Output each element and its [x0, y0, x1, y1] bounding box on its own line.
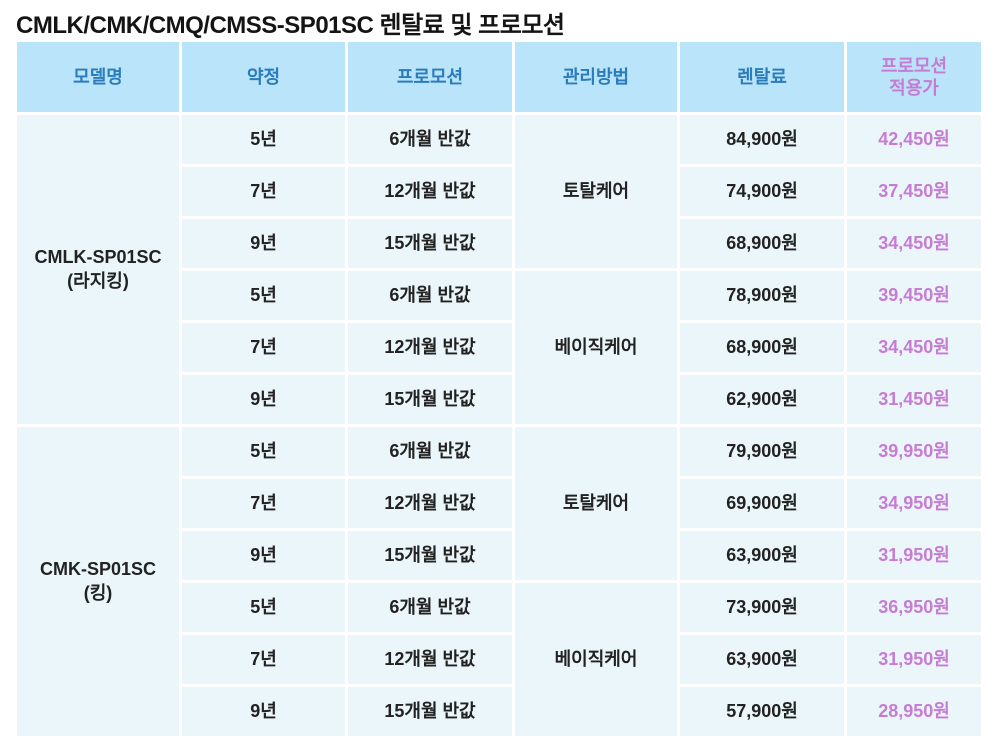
promo-price-cell: 34,950원: [847, 479, 981, 528]
promotion-cell: 12개월 반값: [348, 323, 512, 372]
promo-price-cell: 31,950원: [847, 531, 981, 580]
promo-price-cell: 42,450원: [847, 115, 981, 164]
table-row: 7년 12개월 반값 69,900원 34,950원: [17, 479, 981, 528]
term-cell: 5년: [182, 583, 345, 632]
header-care-method: 관리방법: [515, 42, 677, 112]
pricing-table: 모델명 약정 프로모션 관리방법 렌탈료 프로모션 적용가 CMLK-SP01S…: [14, 39, 984, 739]
term-cell: 7년: [182, 167, 345, 216]
header-rental-fee: 렌탈료: [680, 42, 844, 112]
promo-price-cell: 31,950원: [847, 635, 981, 684]
promo-price-cell: 36,950원: [847, 583, 981, 632]
header-promo-price: 프로모션 적용가: [847, 42, 981, 112]
term-cell: 7년: [182, 635, 345, 684]
promo-price-cell: 28,950원: [847, 687, 981, 736]
promotion-cell: 15개월 반값: [348, 531, 512, 580]
rental-fee-cell: 62,900원: [680, 375, 844, 424]
table-row: 7년 12개월 반값 68,900원 34,450원: [17, 323, 981, 372]
promotion-cell: 12개월 반값: [348, 635, 512, 684]
header-term: 약정: [182, 42, 345, 112]
promotion-cell: 15개월 반값: [348, 375, 512, 424]
promo-price-cell: 34,450원: [847, 323, 981, 372]
table-row: CMK-SP01SC (킹) 5년 6개월 반값 토탈케어 79,900원 39…: [17, 427, 981, 736]
page-title: CMLK/CMK/CMQ/CMSS-SP01SC 렌탈료 및 프로모션: [16, 12, 565, 39]
promotion-cell: 15개월 반값: [348, 219, 512, 268]
table-header-row: 모델명 약정 프로모션 관리방법 렌탈료 프로모션 적용가: [17, 42, 981, 112]
rental-fee-cell: 68,900원: [680, 219, 844, 268]
rental-fee-cell: 68,900원: [680, 323, 844, 372]
rental-fee-cell: 78,900원: [680, 271, 844, 320]
table-row: 9년 15개월 반값 62,900원 31,450원: [17, 375, 981, 424]
rental-fee-cell: 57,900원: [680, 687, 844, 736]
term-cell: 5년: [182, 427, 345, 476]
promo-price-cell: 31,450원: [847, 375, 981, 424]
term-cell: 9년: [182, 219, 345, 268]
term-cell: 5년: [182, 271, 345, 320]
rental-fee-cell: 73,900원: [680, 583, 844, 632]
promotion-cell: 12개월 반값: [348, 167, 512, 216]
table-row: 5년 6개월 반값 베이직케어 73,900원 36,950원: [17, 583, 981, 736]
term-cell: 9년: [182, 531, 345, 580]
model-cell: CMLK-SP01SC (라지킹): [17, 115, 179, 424]
promo-price-cell: 37,450원: [847, 167, 981, 216]
promo-price-cell: 34,450원: [847, 219, 981, 268]
promotion-cell: 6개월 반값: [348, 115, 512, 164]
care-cell: 베이직케어: [515, 583, 677, 736]
promotion-cell: 15개월 반값: [348, 687, 512, 736]
term-cell: 7년: [182, 323, 345, 372]
rental-fee-cell: 84,900원: [680, 115, 844, 164]
term-cell: 7년: [182, 479, 345, 528]
table-row: 9년 15개월 반값 63,900원 31,950원: [17, 531, 981, 580]
term-cell: 9년: [182, 375, 345, 424]
rental-fee-cell: 69,900원: [680, 479, 844, 528]
rental-fee-cell: 79,900원: [680, 427, 844, 476]
promo-price-cell: 39,450원: [847, 271, 981, 320]
rental-fee-cell: 63,900원: [680, 531, 844, 580]
table-row: 9년 15개월 반값 68,900원 34,450원: [17, 219, 981, 268]
care-cell: 토탈케어: [515, 115, 677, 268]
model-cell: CMK-SP01SC (킹): [17, 427, 179, 736]
promotion-cell: 6개월 반값: [348, 271, 512, 320]
rental-fee-cell: 74,900원: [680, 167, 844, 216]
header-model: 모델명: [17, 42, 179, 112]
table-row: 7년 12개월 반값 74,900원 37,450원: [17, 167, 981, 216]
term-cell: 9년: [182, 687, 345, 736]
promotion-cell: 12개월 반값: [348, 479, 512, 528]
rental-fee-cell: 63,900원: [680, 635, 844, 684]
table-row: 5년 6개월 반값 베이직케어 78,900원 39,450원: [17, 271, 981, 424]
table-row: CMLK-SP01SC (라지킹) 5년 6개월 반값 토탈케어 84,900원…: [17, 115, 981, 424]
table-row: 7년 12개월 반값 63,900원 31,950원: [17, 635, 981, 684]
care-cell: 토탈케어: [515, 427, 677, 580]
term-cell: 5년: [182, 115, 345, 164]
table-row: 9년 15개월 반값 57,900원 28,950원: [17, 687, 981, 736]
promotion-cell: 6개월 반값: [348, 427, 512, 476]
promotion-cell: 6개월 반값: [348, 583, 512, 632]
header-promotion: 프로모션: [348, 42, 512, 112]
promo-price-cell: 39,950원: [847, 427, 981, 476]
care-cell: 베이직케어: [515, 271, 677, 424]
